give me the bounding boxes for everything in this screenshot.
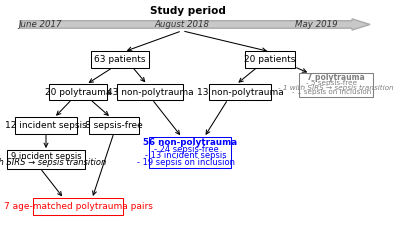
Text: 7 polytrauma: 7 polytrauma	[307, 73, 365, 82]
Text: June 2017: June 2017	[18, 20, 62, 29]
Text: with SIRS → sepsis transition: with SIRS → sepsis transition	[0, 158, 106, 168]
Text: 13 non-polytrauma: 13 non-polytrauma	[197, 88, 283, 96]
FancyBboxPatch shape	[209, 84, 271, 100]
FancyBboxPatch shape	[7, 150, 85, 169]
FancyBboxPatch shape	[149, 137, 231, 168]
Text: - 1 sepsis on inclusion: - 1 sepsis on inclusion	[292, 89, 372, 96]
FancyArrow shape	[20, 19, 370, 30]
FancyBboxPatch shape	[299, 73, 373, 97]
FancyBboxPatch shape	[15, 117, 77, 134]
Text: - 19 sepsis on inclusion: - 19 sepsis on inclusion	[137, 158, 235, 167]
Text: 43 non-polytrauma: 43 non-polytrauma	[107, 88, 193, 96]
FancyBboxPatch shape	[33, 198, 123, 215]
FancyBboxPatch shape	[117, 84, 183, 100]
Text: - 24 sepsis-free: - 24 sepsis-free	[154, 145, 218, 154]
Text: 63 patients: 63 patients	[94, 55, 146, 64]
Text: 20 polytrauma: 20 polytrauma	[45, 88, 111, 96]
Text: August 2018: August 2018	[154, 20, 210, 29]
FancyBboxPatch shape	[49, 84, 107, 100]
Text: - 5 sepsis-free: - 5 sepsis-free	[306, 80, 358, 86]
FancyBboxPatch shape	[89, 117, 139, 134]
Text: 8 sepsis-free: 8 sepsis-free	[85, 121, 143, 130]
Text: 20 patients: 20 patients	[244, 55, 296, 64]
FancyBboxPatch shape	[245, 51, 295, 68]
Text: Study period: Study period	[150, 6, 226, 16]
Text: - 13 incident sepsis: - 13 incident sepsis	[145, 151, 227, 160]
Text: - 1 with SIRS → sepsis transition: - 1 with SIRS → sepsis transition	[278, 84, 394, 91]
Text: May 2019: May 2019	[295, 20, 337, 29]
Text: 56 non-polytrauma: 56 non-polytrauma	[143, 138, 237, 147]
Text: 7 age-matched polytrauma pairs: 7 age-matched polytrauma pairs	[4, 202, 152, 211]
Text: 12 incident sepsis: 12 incident sepsis	[5, 121, 87, 130]
Text: 9 incident sepsis: 9 incident sepsis	[11, 152, 81, 161]
FancyBboxPatch shape	[91, 51, 149, 68]
